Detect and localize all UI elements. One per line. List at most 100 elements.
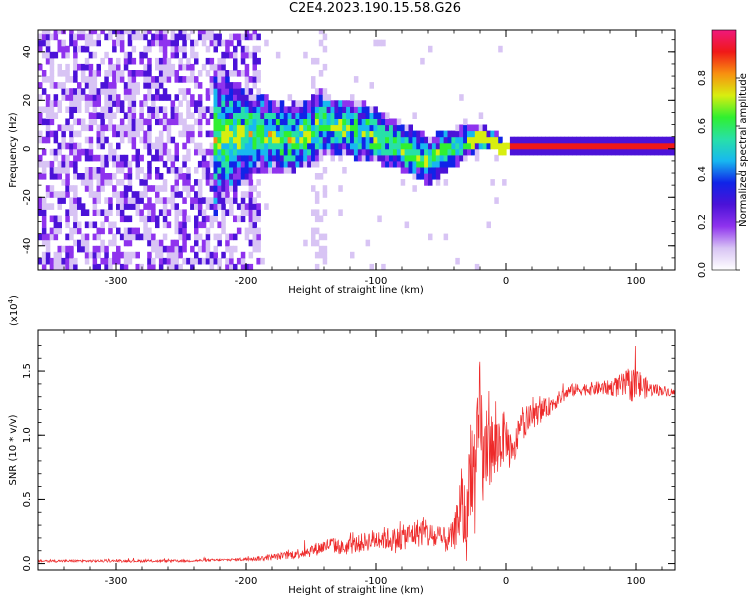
spectrogram-cell — [88, 70, 94, 77]
spectrogram-cell — [84, 82, 90, 89]
spectrogram-cell — [194, 51, 199, 59]
spectrogram-cell — [272, 148, 277, 156]
spectrogram-cell — [572, 136, 577, 144]
spectrogram-cell — [459, 142, 464, 150]
spectrogram-cell — [182, 245, 187, 253]
spectrogram-cell — [385, 136, 390, 144]
spectrogram-cell — [595, 148, 601, 156]
spectrogram-cell — [119, 251, 125, 259]
spectrogram-cell — [455, 257, 460, 265]
spectrogram-cell — [147, 136, 152, 144]
spectrogram-cell — [147, 76, 152, 83]
spectrogram-cell — [646, 148, 651, 156]
spectrogram-cell — [186, 124, 191, 132]
spectrogram-cell — [353, 100, 359, 107]
snr-x-axis-label: Height of straight line (km) — [288, 585, 424, 596]
spectrogram-cell — [311, 100, 316, 107]
spectrogram-cell — [143, 118, 148, 126]
spectrogram-cell — [412, 136, 417, 144]
spectrogram-cell — [162, 33, 168, 41]
spectrogram-cell — [240, 130, 246, 138]
spectrogram-cell — [127, 203, 133, 210]
spectrogram-cell — [123, 63, 129, 71]
spectrogram-cell — [143, 51, 148, 59]
spectrogram-cell — [147, 233, 152, 241]
spectrogram-cell — [45, 118, 51, 126]
spectrogram-cell — [178, 33, 183, 41]
spectrogram-cell — [537, 142, 542, 150]
spectrogram-cell — [116, 142, 121, 150]
spectrogram-cell — [96, 136, 101, 144]
spectrogram-cell — [248, 33, 254, 41]
spectrogram-cell — [303, 130, 308, 138]
spectrogram-cell — [143, 221, 148, 229]
spectrogram-cell — [139, 106, 144, 113]
spectrogram-cell — [318, 251, 324, 259]
spectrogram-cell — [178, 63, 183, 71]
spectrogram-cell — [412, 167, 417, 174]
spectrogram-cell — [240, 51, 246, 59]
spectrogram-cell — [201, 39, 207, 47]
spectrogram-cell — [225, 39, 230, 47]
spectrogram-cell — [381, 112, 386, 119]
spectrogram-cell — [463, 130, 468, 138]
spectrogram-cell — [311, 154, 316, 162]
spectrogram-cell — [225, 148, 230, 156]
x-tick-label: 100 — [626, 276, 645, 287]
spectrogram-cell — [213, 33, 218, 41]
spectrogram-cell — [529, 136, 534, 144]
spectrogram-cell — [619, 136, 624, 144]
spectrogram-cell — [205, 33, 211, 41]
spectrogram-cell — [260, 142, 265, 150]
spectrogram-cell — [182, 209, 187, 216]
spectrogram-cell — [100, 173, 105, 180]
spectrogram-cell — [322, 100, 328, 107]
spectrogram-cell — [424, 148, 429, 156]
spectrogram-cell — [225, 94, 230, 101]
spectrogram-cell — [77, 63, 82, 71]
spectrogram-cell — [431, 160, 437, 168]
spectrogram-cell — [131, 106, 137, 113]
spectrogram-cell — [478, 112, 484, 119]
spectrogram-cell — [69, 203, 74, 210]
colorbar-tick-label: 0.8 — [697, 70, 708, 86]
spectrogram-cell — [197, 209, 203, 216]
spectrogram-cell — [155, 136, 160, 144]
spectrogram-cell — [545, 142, 550, 150]
spectrogram-cell — [49, 257, 55, 265]
spectrogram-cell — [53, 215, 59, 223]
spectrogram-cell — [240, 191, 246, 198]
spectrogram-cell — [225, 142, 230, 150]
spectrogram-cell — [116, 160, 121, 168]
spectrogram-cell — [100, 160, 105, 168]
spectrogram-cell — [139, 154, 144, 162]
spectrogram-cell — [350, 130, 355, 138]
spectrogram-cell — [240, 57, 246, 65]
spectrogram-cell — [205, 106, 211, 113]
spectrogram-cell — [166, 70, 172, 77]
spectrogram-cell — [151, 154, 156, 162]
spectrogram-cell — [389, 118, 394, 126]
spectrogram-cell — [49, 63, 55, 71]
spectrogram-cell — [57, 45, 62, 53]
spectrogram-cell — [221, 167, 226, 174]
spectrogram-cell — [92, 251, 98, 259]
spectrogram-cell — [385, 112, 390, 119]
spectrogram-cell — [248, 263, 254, 270]
spectrogram-cell — [244, 70, 250, 77]
spectrogram-cell — [318, 39, 324, 47]
spectrogram-cell — [49, 263, 55, 270]
spectrogram-cell — [178, 100, 183, 107]
spectrogram-cell — [307, 148, 312, 156]
spectrogram-cell — [65, 263, 70, 270]
spectrogram-cell — [408, 136, 413, 144]
spectrogram-cell — [248, 160, 254, 168]
spectrogram-cell — [57, 245, 62, 253]
spectrogram-cell — [186, 130, 191, 138]
spectrogram-cell — [135, 160, 140, 168]
spectrogram-cell — [178, 245, 183, 253]
spectrogram-cell — [123, 185, 129, 192]
spectrogram-cell — [104, 70, 109, 77]
spectrogram-cell — [221, 197, 226, 204]
